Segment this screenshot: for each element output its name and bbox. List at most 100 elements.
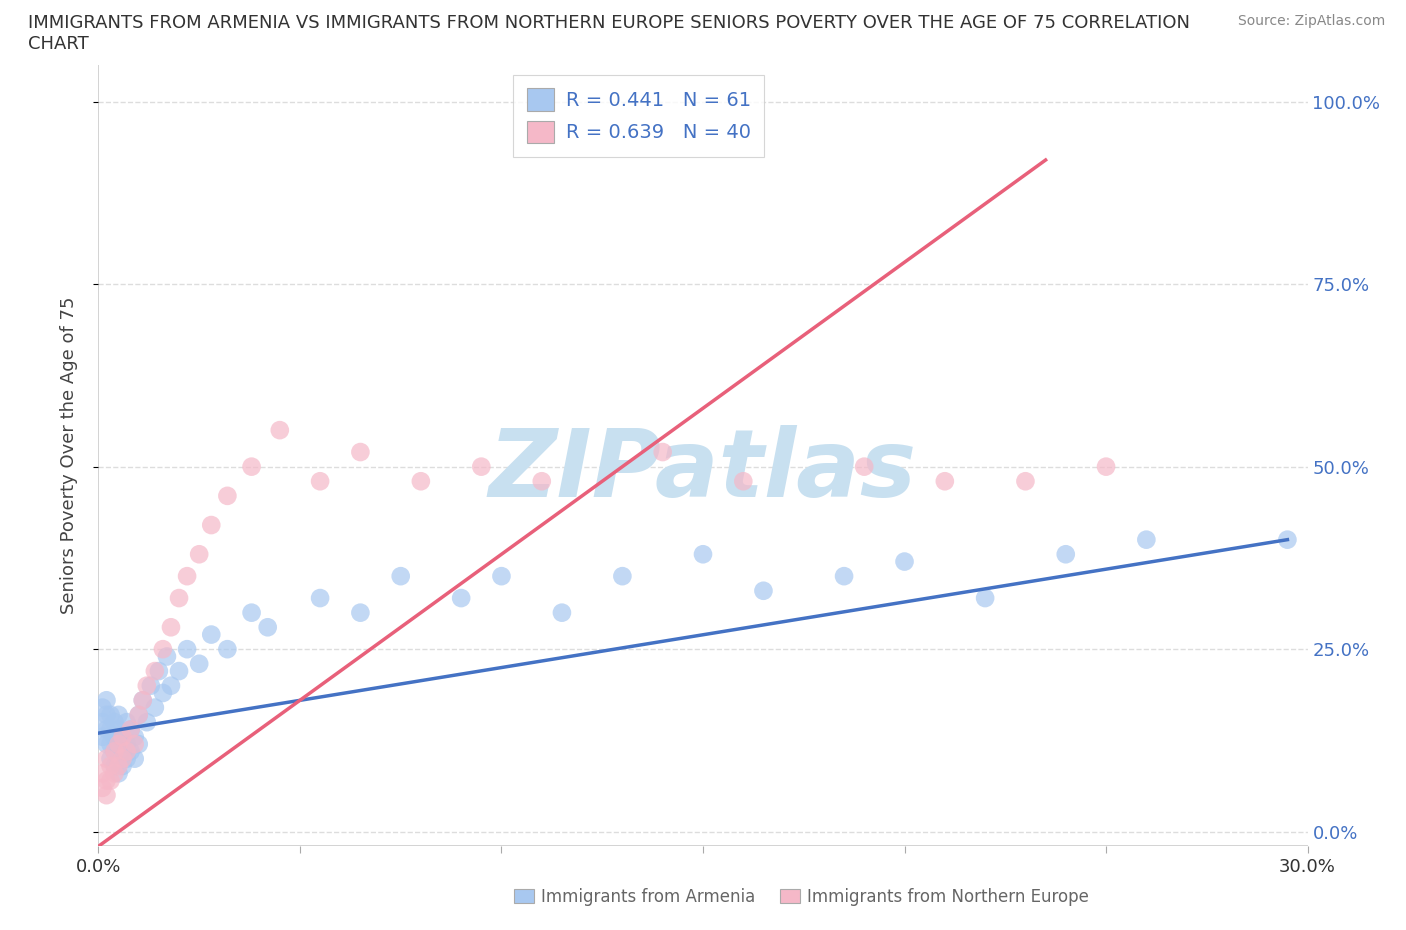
Point (217, 488, 239, 503)
Point (156, 649, 179, 664)
Point (100, 773, 122, 788)
Point (1014, 473, 1036, 488)
Point (111, 759, 134, 774)
Point (124, 729, 146, 744)
Point (309, 591, 332, 605)
Point (96, 708, 118, 723)
Point (120, 744, 142, 759)
Point (139, 678, 162, 693)
Point (349, 605, 371, 620)
Point (309, 473, 332, 488)
Point (128, 708, 150, 723)
Point (124, 751, 146, 766)
Point (96, 693, 118, 708)
Point (1095, 459, 1118, 474)
Point (135, 715, 157, 730)
Point (132, 693, 155, 708)
Point (96, 722, 118, 737)
Point (111, 751, 134, 766)
Point (853, 459, 876, 474)
Point (91, 715, 114, 730)
Point (107, 708, 129, 723)
Point (91, 765, 114, 780)
Point (176, 569, 198, 584)
Point (115, 715, 138, 730)
Text: Source: ZipAtlas.com: Source: ZipAtlas.com (1237, 14, 1385, 28)
Point (135, 678, 157, 693)
Point (256, 619, 278, 634)
Point (103, 744, 125, 759)
Point (103, 729, 125, 744)
Point (111, 729, 134, 744)
Point (100, 708, 122, 723)
Point (107, 722, 129, 737)
Point (200, 518, 222, 533)
Point (240, 605, 263, 620)
Point (188, 547, 211, 562)
Point (115, 744, 138, 759)
Point (115, 737, 138, 751)
Point (409, 473, 432, 488)
Point (450, 591, 472, 605)
Point (103, 715, 125, 730)
Point (143, 664, 166, 679)
Point (1277, 532, 1299, 547)
Point (1135, 532, 1157, 547)
Legend: Immigrants from Armenia, Immigrants from Northern Europe: Immigrants from Armenia, Immigrants from… (508, 881, 1095, 912)
Point (148, 664, 170, 679)
Point (103, 744, 125, 759)
Text: ZIPatlas: ZIPatlas (489, 425, 917, 517)
Point (167, 591, 190, 605)
Point (107, 737, 129, 751)
Point (128, 708, 150, 723)
Point (100, 751, 122, 766)
Point (107, 737, 129, 751)
Point (96, 773, 118, 788)
Point (128, 737, 150, 751)
Point (349, 445, 371, 459)
Point (107, 765, 129, 780)
Point (96, 788, 118, 803)
Y-axis label: Seniors Poverty Over the Age of 75: Seniors Poverty Over the Age of 75 (59, 297, 77, 615)
Text: CHART: CHART (28, 35, 89, 53)
Point (200, 627, 222, 642)
Point (152, 642, 174, 657)
Point (100, 722, 122, 737)
Point (103, 759, 125, 774)
Point (491, 569, 513, 584)
Point (124, 737, 146, 751)
Point (733, 473, 755, 488)
Point (167, 664, 190, 679)
Point (143, 700, 166, 715)
Point (832, 569, 855, 584)
Point (934, 473, 956, 488)
Point (269, 423, 291, 438)
Point (893, 554, 915, 569)
Point (107, 759, 129, 774)
Point (470, 459, 492, 474)
Point (1054, 547, 1077, 562)
Point (96, 751, 118, 766)
Point (132, 693, 155, 708)
Point (752, 583, 775, 598)
Point (160, 619, 183, 634)
Point (120, 722, 142, 737)
Point (111, 744, 134, 759)
Point (111, 729, 134, 744)
Point (612, 569, 634, 584)
Point (692, 547, 714, 562)
Point (115, 751, 138, 766)
Point (91, 780, 114, 795)
Point (100, 759, 122, 774)
Point (551, 605, 574, 620)
Point (100, 737, 122, 751)
Point (120, 722, 142, 737)
Point (389, 569, 412, 584)
Point (176, 642, 198, 657)
Point (188, 657, 211, 671)
Point (103, 765, 125, 780)
Point (217, 642, 239, 657)
Point (91, 700, 114, 715)
Point (152, 685, 174, 700)
Point (240, 459, 263, 474)
